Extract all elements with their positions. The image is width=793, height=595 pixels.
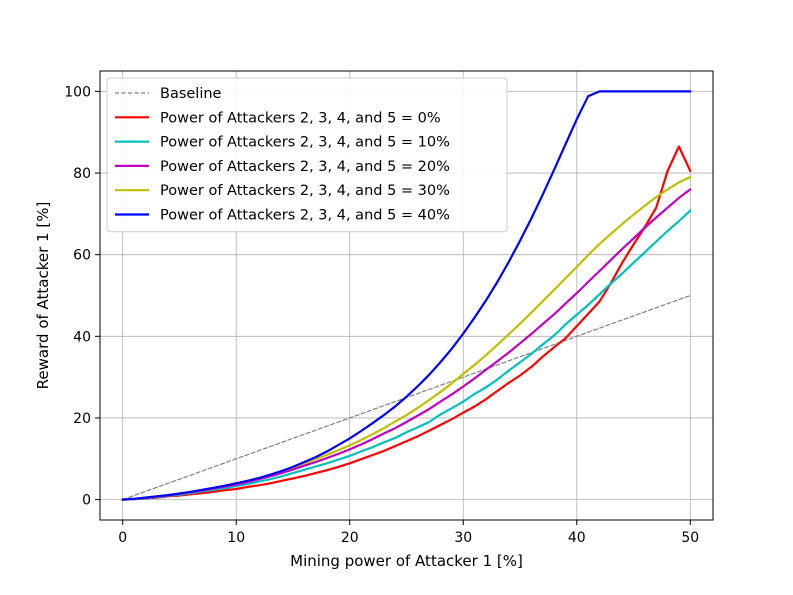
legend-box [106, 77, 508, 233]
series-line-1 [121, 145, 692, 501]
legend-label: Power of Attackers 2, 3, 4, and 5 = 20% [160, 159, 450, 175]
x-tick-label: 40 [568, 530, 586, 546]
legend-label: Power of Attackers 2, 3, 4, and 5 = 30% [160, 183, 450, 199]
y-tick-label: 80 [73, 166, 91, 182]
x-tick-label: 50 [681, 530, 699, 546]
series-line-5 [121, 90, 692, 501]
plot-frame [99, 70, 714, 521]
y-tick-label: 100 [64, 84, 91, 100]
y-tick-label: 20 [73, 411, 91, 427]
series-lines [121, 90, 692, 501]
legend-label: Power of Attackers 2, 3, 4, and 5 = 0% [160, 110, 441, 126]
legend: Baseline Power of Attackers 2, 3, 4, and … [106, 77, 508, 233]
y-tick-label: 0 [82, 493, 91, 509]
axis-ticks: 0 10 20 30 40 50 0 20 40 60 80 100 [64, 84, 699, 546]
x-tick-label: 30 [454, 530, 472, 546]
legend-label: Baseline [160, 86, 222, 102]
y-tick-label: 40 [73, 329, 91, 345]
legend-label: Power of Attackers 2, 3, 4, and 5 = 40% [160, 208, 450, 224]
x-tick-label: 0 [118, 530, 127, 546]
x-tick-label: 20 [341, 530, 359, 546]
x-axis-label: Mining power of Attacker 1 [%] [290, 552, 523, 570]
series-line-3 [121, 188, 692, 501]
y-tick-label: 60 [73, 248, 91, 264]
y-axis-label: Reward of Attacker 1 [%] [34, 202, 52, 390]
x-tick-label: 10 [227, 530, 245, 546]
legend-label: Power of Attackers 2, 3, 4, and 5 = 10% [160, 135, 450, 151]
series-line-2 [121, 209, 692, 501]
